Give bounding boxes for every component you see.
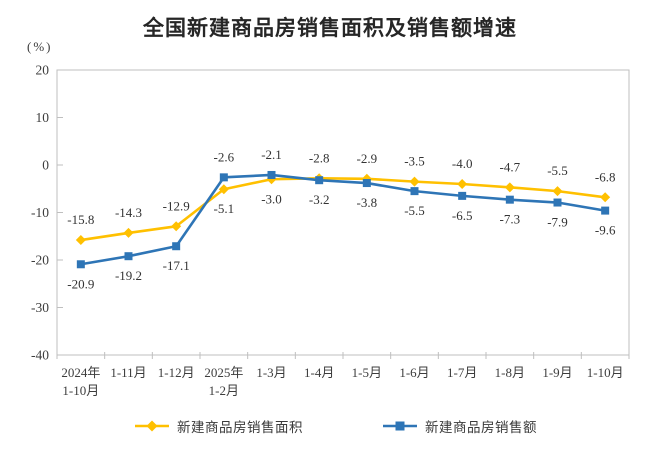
data-label: -5.5 (547, 163, 568, 178)
data-label: -7.3 (500, 212, 521, 227)
data-label: -20.9 (67, 276, 94, 291)
data-label: -12.9 (163, 198, 190, 213)
line-diamond-marker-icon (135, 420, 169, 432)
x-category-label: 1-2月 (209, 383, 239, 398)
y-tick-label: 10 (36, 110, 50, 125)
data-label: -15.8 (67, 212, 94, 227)
diamond-marker-icon (75, 235, 86, 246)
square-marker-icon (410, 187, 419, 196)
data-label: -6.8 (595, 169, 616, 184)
y-tick-label: -40 (31, 348, 49, 363)
square-marker-icon (458, 191, 467, 200)
diamond-marker-icon (600, 192, 611, 203)
square-marker-icon (553, 198, 562, 207)
y-tick-label: 0 (42, 158, 49, 173)
series-line-0 (79, 177, 607, 242)
data-label: -3.8 (357, 195, 378, 210)
diamond-marker-icon (552, 186, 563, 197)
square-marker-icon (601, 206, 610, 215)
square-marker-icon (505, 195, 514, 204)
y-tick-label: -20 (31, 253, 49, 268)
square-marker-icon (172, 242, 181, 251)
x-category-label: 2024年 (61, 365, 100, 380)
diamond-marker-icon (123, 227, 134, 238)
x-category-label: 1-12月 (158, 365, 195, 380)
legend-item-sales-area: 新建商品房销售面积 (135, 416, 303, 436)
series-line-1 (79, 173, 607, 266)
square-marker-icon (219, 173, 228, 182)
square-marker-icon (76, 260, 85, 269)
square-marker-icon (315, 176, 324, 185)
y-axis-unit-label: (%) (27, 39, 53, 54)
x-category-label: 1-8月 (495, 365, 525, 380)
data-label: -2.6 (214, 149, 235, 164)
y-tick-label: -10 (31, 205, 49, 220)
diamond-marker-icon (171, 221, 182, 232)
square-marker-icon (267, 170, 276, 179)
x-category-label: 1-6月 (399, 365, 429, 380)
x-category-label: 1-4月 (304, 365, 334, 380)
data-label: -7.9 (547, 215, 568, 230)
diamond-marker-icon (409, 176, 420, 187)
data-label: -19.2 (115, 268, 142, 283)
diamond-marker-icon (218, 184, 229, 195)
x-category-label: 1-7月 (447, 365, 477, 380)
x-category-label: 1-11月 (110, 365, 146, 380)
x-category-label: 1-3月 (256, 365, 286, 380)
legend-item-sales-amount: 新建商品房销售额 (383, 416, 537, 436)
y-tick-label: 20 (36, 63, 50, 78)
x-category-label: 1-10月 (62, 383, 99, 398)
data-label: -5.1 (214, 201, 235, 216)
data-label: -4.7 (500, 159, 521, 174)
data-label: -5.5 (404, 203, 425, 218)
x-category-label: 1-5月 (352, 365, 382, 380)
diamond-marker-icon (457, 179, 468, 189)
legend: 新建商品房销售面积 新建商品房销售额 (12, 414, 660, 438)
x-category-label: 1-10月 (587, 365, 624, 380)
y-tick-label: -30 (31, 300, 49, 315)
data-label: -4.0 (452, 156, 473, 171)
data-label: -3.0 (261, 191, 282, 206)
data-label: -2.8 (309, 150, 330, 165)
chart-title: 全国新建商品房销售面积及销售额增速 (143, 17, 517, 40)
data-label: -6.5 (452, 208, 473, 223)
data-label: -17.1 (163, 258, 190, 273)
data-label: -2.9 (357, 151, 378, 166)
x-category-label: 2025年 (204, 365, 243, 380)
data-label: -2.1 (261, 147, 282, 162)
data-label: -9.6 (595, 223, 616, 238)
diamond-marker-icon (504, 182, 515, 193)
line-square-marker-icon (383, 421, 417, 431)
plot-frame (56, 69, 630, 356)
legend-label-sales-area: 新建商品房销售面积 (177, 420, 303, 435)
square-marker-icon (362, 179, 371, 188)
square-marker-icon (124, 252, 133, 261)
data-label: -3.2 (309, 192, 330, 207)
data-label: -14.3 (115, 205, 142, 220)
legend-label-sales-amount: 新建商品房销售额 (425, 420, 537, 435)
x-category-label: 1-9月 (542, 365, 572, 380)
data-label: -3.5 (404, 154, 425, 169)
